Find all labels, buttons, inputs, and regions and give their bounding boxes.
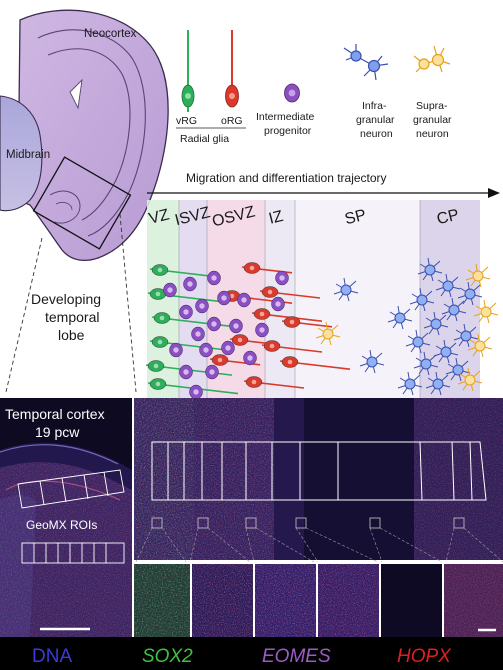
infragranular-neuron [409,287,435,312]
infragranular-neuron [413,351,439,376]
supra-label-line3: neuron [416,128,449,140]
intermediate-progenitor-cell [189,384,203,400]
intermediate-progenitor-cell [163,282,177,298]
zone-label-iz: IZ [267,208,285,228]
infragranular-neuron [333,277,359,302]
cortex-label-line1: Temporal cortex [5,406,105,422]
intermediate-progenitor-cell [183,276,197,292]
supragranular-neuron [315,321,341,346]
radial-glia-label: Radial glia [180,133,229,145]
zone-label-sp: SP [343,207,368,229]
infragranular-neuron [405,329,431,354]
intermediate-progenitor-cell [229,318,243,334]
zone-label-cp: CP [435,206,461,228]
zone-label-vz: VZ [147,206,171,227]
org-cell [243,376,305,389]
developing-label-line3: lobe [58,327,85,343]
micrograph-left [0,398,132,637]
intermediate-progenitor-cell [169,342,183,358]
infragranular-neuron [435,273,461,298]
infra-label-line1: Infra- [362,100,387,112]
infragranular-neuron [387,305,413,330]
intermediate-progenitor-cell [179,364,193,380]
infragranular-neuron [441,297,467,322]
marker-dna: DNA [32,646,72,667]
infragranular-neuron [425,371,451,396]
infragranular-neuron [445,357,471,382]
zoom-lines [135,527,503,563]
supragranular-neuron [473,299,499,324]
roi-outline-right [151,441,487,501]
cortex-label-line2: 19 pcw [35,424,80,440]
infra-label-line3: neuron [360,128,393,140]
intermediate-progenitor-cell [191,326,205,342]
vrg-cell [149,336,233,352]
infragranular-neuron [423,311,449,336]
marker-sox2: SOX2 [142,646,193,667]
ip-label-line1: Intermediate [256,111,315,123]
intermediate-progenitor-cell [207,270,221,286]
roi-outline-left-2 [21,542,125,564]
infragranular-neuron [453,323,479,348]
midbrain-label: Midbrain [6,149,50,161]
intermediate-progenitor-cell [275,270,289,286]
vrg-cell [147,288,223,303]
supragranular-neuron-icon [413,45,451,73]
infragranular-neuron [397,371,423,396]
infragranular-neuron [417,257,443,282]
marker-legend-bar [0,637,503,670]
neocortex-label: Neocortex [84,28,137,40]
infragranular-neuron [457,281,483,306]
developing-label-line1: Developing [31,291,101,307]
vrg-label: vRG [176,115,197,127]
supra-label-line2: granular [413,114,452,126]
infragranular-neuron-icon [343,44,389,81]
intermediate-progenitor-cell [195,298,209,314]
org-cell [261,340,323,353]
marker-hopx: HOPX [397,646,452,667]
cell-legend [176,30,451,129]
micrograph-right [134,398,503,563]
cell-population [145,257,499,400]
intermediate-progenitor-cell [217,290,231,306]
intermediate-progenitor-cell [207,316,221,332]
org-cell [251,308,323,322]
org-cell [279,356,351,370]
trajectory-title: Migration and differentiation trajectory [186,171,387,185]
intermediate-progenitor-cell [271,296,285,312]
supragranular-neuron [457,367,483,392]
brain-schematic [0,9,169,393]
vrg-cell-icon [181,30,195,112]
supra-label-line1: Supra- [416,100,448,112]
zoom-boxes [151,517,465,529]
zoom-panels [134,564,503,637]
supragranular-neuron [465,263,491,288]
developing-label-line2: temporal [45,309,99,325]
temporal-lobe-roi-box [32,156,132,250]
trajectory-arrow [147,188,500,198]
supragranular-neuron [467,333,493,358]
intermediate-progenitor-cell [199,342,213,358]
intermediate-progenitor-cell [205,364,219,380]
org-cell [259,286,321,299]
roi-outline-left-1 [17,469,125,509]
geomx-roi-label: GeoMX ROIs [26,518,97,532]
ip-label-line2: progenitor [264,125,312,137]
intermediate-progenitor-cell [221,340,235,356]
org-cell [281,316,333,328]
intermediate-progenitor-cell [255,322,269,338]
infragranular-neuron [359,349,385,374]
marker-eomes: EOMES [262,646,331,667]
intermediate-progenitor-cell [237,292,251,308]
intermediate-progenitor-icon [284,83,300,103]
infra-label-line2: granular [356,114,395,126]
org-cell-icon [225,30,239,108]
intermediate-progenitor-cell [243,350,257,366]
org-label: oRG [221,115,243,127]
intermediate-progenitor-cell [179,304,193,320]
